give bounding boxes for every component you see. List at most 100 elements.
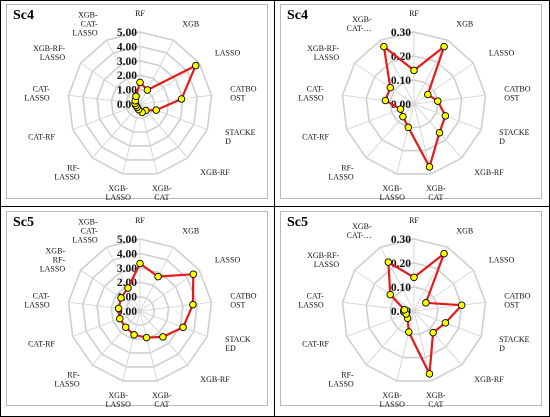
grid-spoke bbox=[80, 62, 141, 105]
category-label-line: XGB- bbox=[426, 391, 446, 400]
grid-spoke bbox=[72, 310, 141, 337]
category-label-line: RF- bbox=[53, 255, 66, 264]
grid-spoke bbox=[122, 310, 141, 382]
category-label: XGB-RF bbox=[200, 375, 230, 384]
category-label-line: CAT bbox=[154, 193, 169, 202]
category-label: XGB-LASSO bbox=[106, 391, 132, 409]
category-label-line: XGB- bbox=[382, 391, 402, 400]
panel-title: Sc4 bbox=[13, 8, 34, 23]
data-point bbox=[434, 97, 442, 105]
category-label: CAT-LASSO bbox=[24, 292, 50, 310]
category-label-line: XGB- bbox=[78, 10, 98, 19]
radial-tick-label: 2.00 bbox=[117, 70, 137, 82]
category-label-line: D bbox=[499, 137, 505, 146]
radial-tick-label: 0.20 bbox=[391, 258, 411, 270]
grid-spoke bbox=[413, 94, 486, 105]
data-point bbox=[422, 299, 430, 307]
category-label-line: LASSO bbox=[40, 264, 66, 273]
category-label-line: RF bbox=[409, 9, 419, 18]
grid-ring bbox=[96, 59, 184, 147]
category-label: XGB-CAT-… bbox=[347, 222, 372, 240]
category-label-line: CAT bbox=[428, 193, 443, 202]
grid-spoke bbox=[413, 103, 432, 175]
category-label-line: STACKE bbox=[499, 128, 530, 137]
category-label-line: XGB- bbox=[382, 184, 402, 193]
category-label-line: CAT-RF bbox=[302, 339, 329, 348]
radial-tick-label: 0.10 bbox=[391, 282, 411, 294]
category-label: RF-LASSO bbox=[328, 371, 354, 389]
grid-spoke bbox=[380, 39, 415, 105]
category-label-line: ED bbox=[225, 344, 236, 353]
data-point bbox=[441, 112, 450, 120]
category-label-line: LASSO bbox=[489, 48, 515, 57]
data-point bbox=[136, 259, 144, 268]
grid-spoke bbox=[354, 269, 415, 312]
radial-tick-label: 1.00 bbox=[117, 85, 137, 97]
category-label: LASSO bbox=[215, 48, 241, 57]
category-label-line: STACK bbox=[225, 335, 251, 344]
data-point bbox=[396, 105, 405, 113]
data-point bbox=[440, 249, 448, 258]
category-label-line: CAT-RF bbox=[302, 132, 329, 141]
category-label-line: RF- bbox=[341, 371, 354, 380]
data-point bbox=[381, 96, 390, 105]
grid-ring bbox=[67, 31, 213, 175]
grid-ring bbox=[365, 55, 463, 152]
data-point bbox=[425, 163, 434, 171]
data-point bbox=[384, 258, 393, 266]
data-point bbox=[154, 272, 162, 281]
data-point bbox=[124, 284, 132, 292]
grid-spoke bbox=[413, 62, 474, 105]
category-label-line: CAT-RF bbox=[28, 339, 55, 348]
category-label: XGB-CAT-LASSO bbox=[72, 10, 98, 37]
category-label-line: LASSO bbox=[380, 193, 406, 202]
data-point bbox=[425, 370, 434, 378]
category-label: XGB-RF-LASSO bbox=[307, 44, 339, 62]
category-label: XGB-CAT-LASSO bbox=[72, 217, 98, 244]
grid-ring bbox=[110, 74, 170, 133]
category-label-line: STACKE bbox=[225, 128, 256, 137]
grid-ring bbox=[124, 88, 156, 119]
category-label: XGB bbox=[182, 19, 199, 28]
category-label-line: RF bbox=[409, 216, 419, 225]
grid-spoke bbox=[91, 103, 141, 159]
grid-spoke bbox=[139, 301, 212, 312]
category-label: CAT-RF bbox=[28, 339, 55, 348]
data-point bbox=[429, 328, 437, 337]
category-label-line: CATBO bbox=[230, 292, 256, 301]
radar-chart-2: 0.00 0.10 0.20 0.30 RF XGB LASSO CATBO OST STACKE… bbox=[298, 9, 530, 202]
data-point bbox=[399, 112, 407, 121]
category-label: RF bbox=[409, 216, 419, 225]
grid-spoke bbox=[396, 310, 415, 382]
category-label-line: LASSO bbox=[314, 53, 340, 62]
grid-spoke bbox=[139, 103, 208, 130]
data-point bbox=[132, 92, 140, 101]
category-label-line: RF bbox=[135, 9, 145, 18]
radar-panel-2: 0.00 0.10 0.20 0.30 RF XGB LASSO CATBO OST STACKE… bbox=[280, 4, 542, 202]
grid-spoke bbox=[139, 269, 200, 312]
data-point bbox=[424, 90, 432, 99]
category-label: XGB-RF bbox=[474, 168, 504, 177]
category-label-line: LASSO bbox=[380, 400, 406, 409]
category-label-line: LASSO bbox=[489, 255, 515, 264]
grid-spoke bbox=[413, 301, 486, 312]
category-label-line: CAT- bbox=[307, 292, 324, 301]
category-label-line: XGB-RF bbox=[200, 168, 230, 177]
category-label-line: LASSO bbox=[24, 301, 50, 310]
data-point bbox=[177, 95, 186, 103]
radial-tick-label: 0.20 bbox=[391, 51, 411, 63]
data-point bbox=[191, 61, 200, 70]
category-label-line: LASSO bbox=[298, 301, 324, 310]
grid-spoke bbox=[106, 246, 141, 312]
category-label-line: CAT-RF bbox=[28, 132, 55, 141]
data-point bbox=[142, 333, 151, 342]
category-label-line: XGB bbox=[456, 19, 473, 28]
category-label: RF-LASSO bbox=[54, 164, 80, 182]
data-point bbox=[152, 106, 160, 114]
data-point bbox=[179, 323, 187, 332]
category-label-line: XGB- bbox=[108, 391, 128, 400]
category-label-line: CAT-… bbox=[347, 231, 372, 240]
